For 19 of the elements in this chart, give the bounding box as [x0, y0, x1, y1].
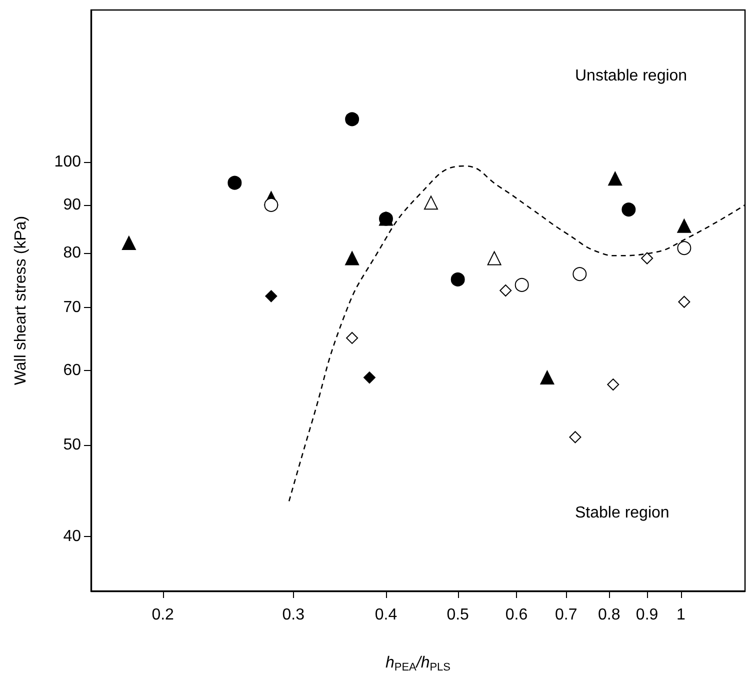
y-tick-label: 80 [63, 244, 82, 262]
x-tick-label: 0.4 [374, 606, 398, 624]
annotation: Unstable region [575, 68, 688, 84]
x-tick-label: 0.7 [555, 606, 578, 624]
y-tick-label: 70 [63, 299, 82, 316]
x-tick-label: 0.8 [598, 606, 620, 624]
y-axis-title: Wall sheart stress (kPa) [12, 216, 30, 386]
y-tick-label: 90 [63, 196, 82, 214]
y-tick-label: 50 [63, 436, 82, 454]
x-tick-label: 0.3 [282, 606, 305, 624]
x-tick-label: 1 [676, 606, 686, 624]
x-tick-label: 0.5 [446, 606, 470, 624]
x-tick-label: 0.6 [505, 606, 528, 624]
annotation: Stable region [575, 504, 670, 522]
y-tick-label: 60 [63, 362, 82, 380]
y-tick-label: 100 [54, 153, 82, 170]
x-tick-label: 0.2 [152, 606, 174, 624]
y-tick-label: 40 [63, 528, 82, 545]
x-tick-label: 0.9 [636, 606, 658, 624]
